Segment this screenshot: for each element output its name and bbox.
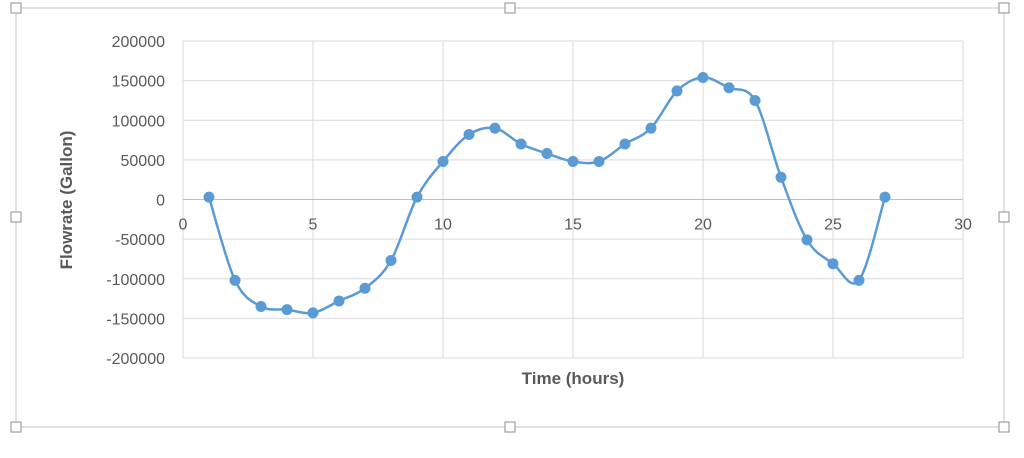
data-point[interactable]	[671, 85, 683, 97]
y-tick-label: -150000	[106, 311, 165, 328]
resize-handle-middle-right[interactable]	[998, 211, 1010, 223]
resize-handle-bottom-left[interactable]	[10, 421, 22, 433]
chart-area-border	[15, 7, 1005, 428]
data-point[interactable]	[645, 122, 657, 134]
data-point[interactable]	[359, 282, 371, 294]
data-point[interactable]	[515, 138, 527, 150]
x-tick-label: 10	[434, 217, 452, 234]
y-tick-label: 0	[156, 193, 165, 210]
data-point[interactable]	[801, 234, 813, 246]
data-point[interactable]	[437, 155, 449, 167]
x-tick-label: 0	[179, 217, 188, 234]
data-point[interactable]	[203, 191, 215, 203]
y-axis-title: Flowrate (Gallon)	[57, 131, 76, 270]
y-tick-label: -100000	[106, 272, 165, 289]
y-tick-label: -200000	[106, 351, 165, 368]
resize-handle-middle-left[interactable]	[10, 211, 22, 223]
resize-handle-top-right[interactable]	[998, 2, 1010, 14]
data-point[interactable]	[307, 307, 319, 319]
x-tick-label: 25	[824, 217, 842, 234]
data-point[interactable]	[853, 274, 865, 286]
data-point[interactable]	[255, 300, 267, 312]
data-point[interactable]	[827, 258, 839, 270]
data-point[interactable]	[229, 274, 241, 286]
x-tick-label: 30	[954, 217, 972, 234]
data-point[interactable]	[411, 191, 423, 203]
data-point[interactable]	[749, 94, 761, 106]
y-tick-label: 100000	[112, 113, 165, 130]
resize-handle-top-center[interactable]	[504, 2, 516, 14]
y-tick-label: 200000	[112, 34, 165, 51]
y-tick-label: -50000	[115, 232, 165, 249]
x-tick-labels: 0 5 10 15 20 25 30	[179, 217, 972, 234]
x-tick-label: 5	[309, 217, 318, 234]
data-point[interactable]	[385, 255, 397, 267]
data-point[interactable]	[541, 148, 553, 160]
data-point[interactable]	[463, 129, 475, 141]
x-tick-label: 20	[694, 217, 712, 234]
data-point[interactable]	[879, 191, 891, 203]
resize-handle-top-left[interactable]	[10, 2, 22, 14]
data-point[interactable]	[489, 122, 501, 134]
x-axis-title: Time (hours)	[522, 369, 625, 388]
x-tick-label: 15	[564, 217, 582, 234]
y-tick-label: 150000	[112, 74, 165, 91]
data-point[interactable]	[697, 71, 709, 83]
y-tick-label: 50000	[121, 153, 166, 170]
resize-handle-bottom-right[interactable]	[998, 421, 1010, 433]
data-point[interactable]	[775, 171, 787, 183]
data-point[interactable]	[723, 82, 735, 94]
series-layer	[203, 71, 891, 319]
data-point[interactable]	[619, 138, 631, 150]
resize-handle-bottom-center[interactable]	[504, 421, 516, 433]
data-point[interactable]	[593, 155, 605, 167]
gridlines	[182, 40, 964, 359]
data-point[interactable]	[281, 304, 293, 316]
y-tick-labels: 200000 150000 100000 50000 0 -50000 -100000 -15…	[106, 34, 165, 368]
data-point[interactable]	[567, 155, 579, 167]
data-point[interactable]	[333, 295, 345, 307]
